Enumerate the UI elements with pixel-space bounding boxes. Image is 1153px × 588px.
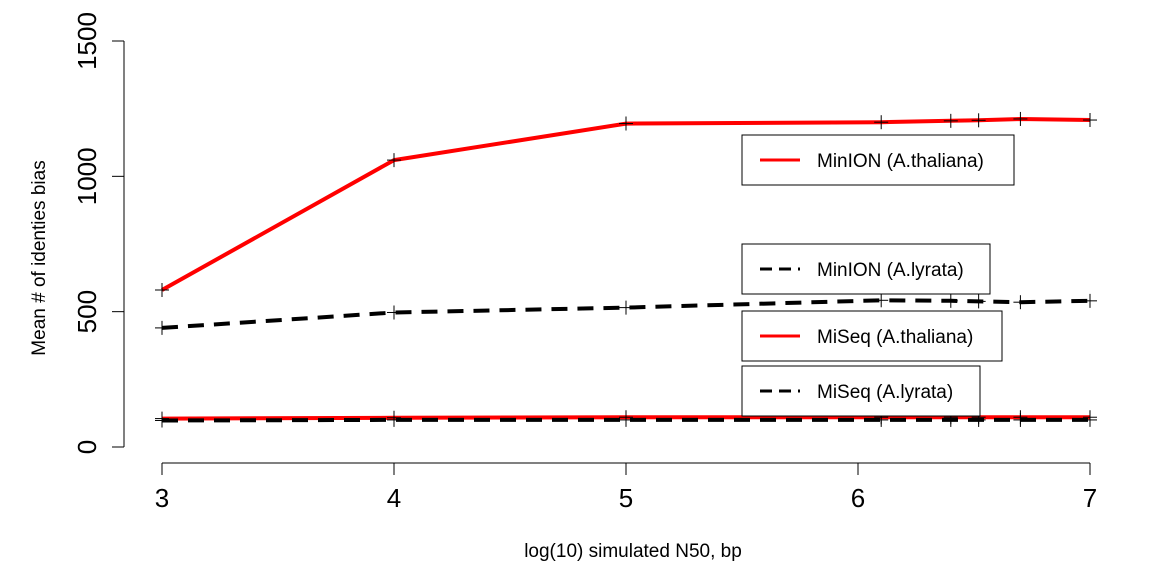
data-point: [1083, 293, 1097, 308]
y-tick-label: 0: [72, 440, 102, 454]
y-tick-label: 500: [72, 290, 102, 333]
data-point: [387, 153, 401, 168]
series-line: [161, 298, 1091, 330]
data-point: [619, 116, 633, 131]
data-point: [155, 320, 169, 335]
legend-item: MinION (A.thaliana): [741, 134, 1015, 186]
legend-item: MiSeq (A.lyrata): [741, 365, 981, 417]
data-point: [619, 300, 633, 315]
legend-item: MinION (A.lyrata): [741, 243, 991, 295]
x-tick-label: 6: [851, 483, 865, 513]
legend-label: MiSeq (A.thaliana): [817, 327, 973, 348]
legend: MinION (A.thaliana) MinION (A.lyrata) MiSe…: [741, 134, 1015, 417]
x-tick-label: 4: [387, 483, 401, 513]
data-point: [619, 412, 633, 427]
x-axis: 3 4 5 6 7: [155, 462, 1097, 513]
legend-label: MiSeq (A.lyrata): [817, 382, 953, 403]
legend-item: MiSeq (A.thaliana): [741, 310, 1003, 362]
y-tick-label: 1500: [72, 12, 102, 70]
y-tick-label: 1000: [72, 147, 102, 205]
data-point: [943, 293, 958, 308]
legend-label: MinION (A.lyrata): [817, 260, 964, 281]
data-point: [874, 293, 889, 308]
x-tick-label: 7: [1083, 483, 1097, 513]
data-point: [1013, 111, 1028, 126]
x-tick-label: 3: [155, 483, 169, 513]
data-point: [155, 413, 169, 428]
data-point: [971, 113, 986, 128]
data-point: [1083, 113, 1097, 128]
data-point: [874, 115, 889, 130]
data-point: [387, 305, 401, 320]
data-point: [1083, 412, 1097, 427]
data-point: [155, 283, 169, 298]
x-tick-label: 5: [619, 483, 633, 513]
data-point: [387, 412, 401, 427]
data-point: [1013, 412, 1028, 427]
data-point: [1013, 295, 1028, 310]
marker-layer: [155, 111, 1097, 428]
data-point: [971, 294, 986, 309]
series-line: [161, 417, 1090, 423]
y-axis-title: Mean # of identies bias: [29, 160, 50, 355]
y-axis: 0 500 1000 1500: [72, 12, 125, 454]
x-axis-title: log(10) simulated N50, bp: [524, 541, 742, 562]
data-point: [943, 113, 958, 128]
legend-label: MinION (A.thaliana): [817, 151, 984, 172]
